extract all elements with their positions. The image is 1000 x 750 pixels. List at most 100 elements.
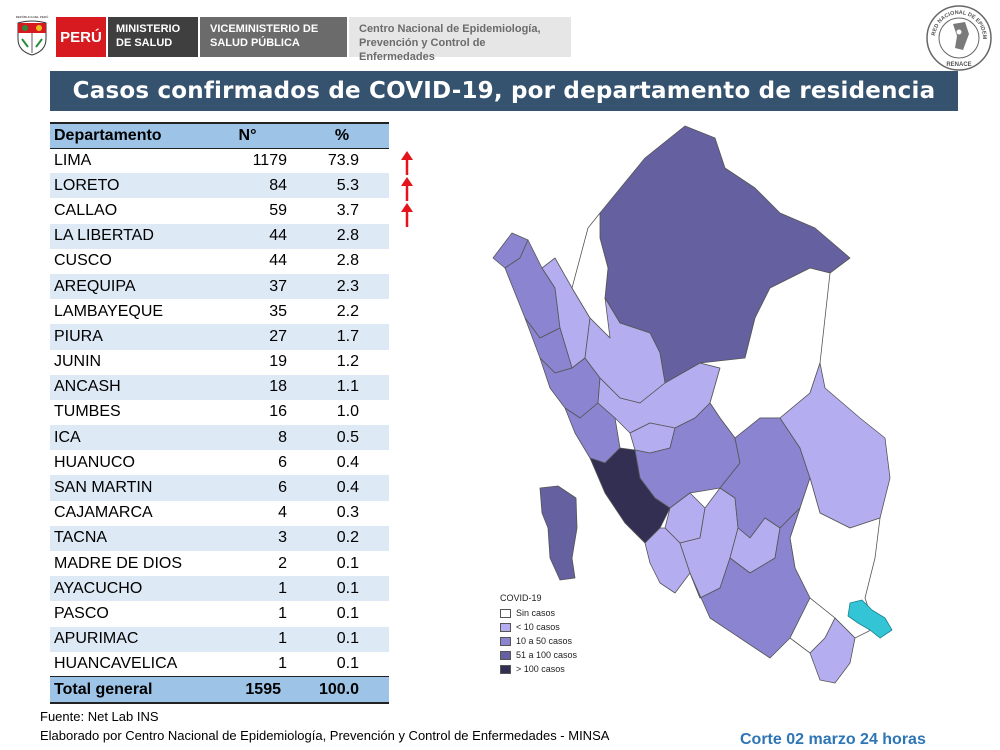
legend-swatch (500, 650, 511, 660)
header: REPÚBLICA DEL PERÚ PERÚ MINISTERIO DE SA… (0, 0, 1000, 71)
legend-item: < 10 casos (500, 620, 577, 634)
center-line-2: Prevención y Control de Enfermedades (359, 37, 486, 63)
table-total-row: Total general 1595 100.0 (50, 676, 389, 704)
cell-departamento: CALLAO (50, 198, 200, 224)
region-arequipa (689, 507, 811, 659)
table-row: AREQUIPA 37 2.3 (50, 273, 389, 300)
cell-departamento: JUNIN (50, 349, 200, 375)
cell-departamento: TUMBES (50, 399, 200, 426)
table-row: JUNIN 19 1.2 (50, 349, 389, 375)
cell-count: 16 (200, 399, 295, 426)
table-row: ICA 8 0.5 (50, 425, 389, 451)
viceministry-label: VICEMINISTERIO DE SALUD PÚBLICA (200, 17, 347, 57)
cases-table: Departamento N° % LIMA 1179 73.9 LORETO 84 5.… (50, 122, 389, 704)
cell-percent: 3.7 (295, 198, 389, 224)
total-count: 1595 (200, 676, 295, 704)
page-title: Casos confirmados de COVID-19, por depar… (50, 71, 958, 111)
table-row: HUANCAVELICA 1 0.1 (50, 651, 389, 677)
cell-count: 27 (200, 324, 295, 350)
table-header-row: Departamento N° % (50, 122, 389, 149)
total-label: Total general (50, 676, 200, 704)
lake-titicaca (847, 599, 893, 639)
cell-percent: 1.7 (295, 324, 389, 350)
cell-departamento: HUANCAVELICA (50, 651, 200, 677)
header-n: N° (200, 122, 295, 149)
cell-count: 4 (200, 500, 295, 526)
cell-count: 1 (200, 576, 295, 602)
table-row: TACNA 3 0.2 (50, 525, 389, 551)
cell-count: 1 (200, 601, 295, 627)
cell-percent: 0.1 (295, 601, 389, 627)
increase-arrow-icon (401, 203, 413, 227)
increase-arrow-icon (401, 151, 413, 175)
header-departamento: Departamento (50, 122, 200, 149)
renace-logo-icon: RED NACIONAL DE EPIDEMIOLOGÍA RENACE (925, 4, 992, 71)
table-row: APURIMAC 1 0.1 (50, 626, 389, 652)
cell-percent: 73.9 (295, 148, 389, 174)
table-row: LIMA 1179 73.9 (50, 148, 389, 174)
coat-of-arms-icon: REPÚBLICA DEL PERÚ (16, 14, 49, 56)
region-tacna (809, 617, 856, 684)
cell-percent: 0.1 (295, 651, 389, 677)
cell-percent: 1.2 (295, 349, 389, 375)
cell-departamento: ANCASH (50, 374, 200, 400)
cell-departamento: MADRE DE DIOS (50, 551, 200, 577)
cell-count: 8 (200, 425, 295, 451)
table-row: CALLAO 59 3.7 (50, 198, 389, 224)
cell-count: 3 (200, 525, 295, 551)
cell-departamento: ICA (50, 425, 200, 451)
cell-count: 44 (200, 223, 295, 249)
cell-count: 44 (200, 248, 295, 274)
cell-departamento: PASCO (50, 601, 200, 627)
cell-departamento: LAMBAYEQUE (50, 299, 200, 325)
cell-count: 1 (200, 651, 295, 677)
source-text: Fuente: Net Lab INS (40, 709, 159, 724)
legend-swatch (500, 664, 511, 674)
map-legend: COVID-19 Sin casos < 10 casos 10 a 50 caso… (500, 593, 577, 676)
cell-percent: 2.2 (295, 299, 389, 325)
table-row: PIURA 27 1.7 (50, 324, 389, 350)
table-row: CAJAMARCA 4 0.3 (50, 500, 389, 526)
center-label: Centro Nacional de Epidemiología, Preven… (349, 17, 571, 63)
cell-percent: 0.4 (295, 450, 389, 476)
cell-percent: 0.1 (295, 551, 389, 577)
cell-departamento: LORETO (50, 173, 200, 199)
cell-percent: 1.0 (295, 399, 389, 426)
cell-count: 6 (200, 475, 295, 501)
cell-percent: 0.1 (295, 576, 389, 602)
cell-departamento: AYACUCHO (50, 576, 200, 602)
table-row: LORETO 84 5.3 (50, 173, 389, 199)
cell-count: 19 (200, 349, 295, 375)
cell-count: 37 (200, 273, 295, 300)
legend-item: 10 a 50 casos (500, 634, 577, 648)
legend-label: 10 a 50 casos (516, 636, 573, 646)
legend-item: > 100 casos (500, 662, 577, 676)
cell-percent: 0.2 (295, 525, 389, 551)
cell-percent: 5.3 (295, 173, 389, 199)
table-row: CUSCO 44 2.8 (50, 248, 389, 274)
cell-count: 1179 (200, 148, 295, 174)
cell-percent: 0.3 (295, 500, 389, 526)
cell-count: 18 (200, 374, 295, 400)
cell-departamento: CAJAMARCA (50, 500, 200, 526)
table-row: MADRE DE DIOS 2 0.1 (50, 551, 389, 577)
svg-text:REPÚBLICA DEL PERÚ: REPÚBLICA DEL PERÚ (16, 14, 49, 19)
total-percent: 100.0 (295, 676, 389, 704)
cell-departamento: SAN MARTIN (50, 475, 200, 501)
legend-label: < 10 casos (516, 622, 560, 632)
legend-swatch (500, 622, 511, 632)
table-row: LA LIBERTAD 44 2.8 (50, 223, 389, 249)
cell-count: 1 (200, 626, 295, 652)
cell-percent: 2.8 (295, 223, 389, 249)
region-callao-islands (539, 485, 578, 581)
peru-map (492, 125, 893, 684)
increase-arrow-icon (401, 177, 413, 201)
cell-departamento: LA LIBERTAD (50, 223, 200, 249)
legend-item: Sin casos (500, 606, 577, 620)
cell-count: 59 (200, 198, 295, 224)
header-percent: % (295, 122, 389, 149)
cell-departamento: AREQUIPA (50, 273, 200, 300)
legend-title: COVID-19 (500, 593, 542, 603)
cell-percent: 1.1 (295, 374, 389, 400)
cell-count: 35 (200, 299, 295, 325)
